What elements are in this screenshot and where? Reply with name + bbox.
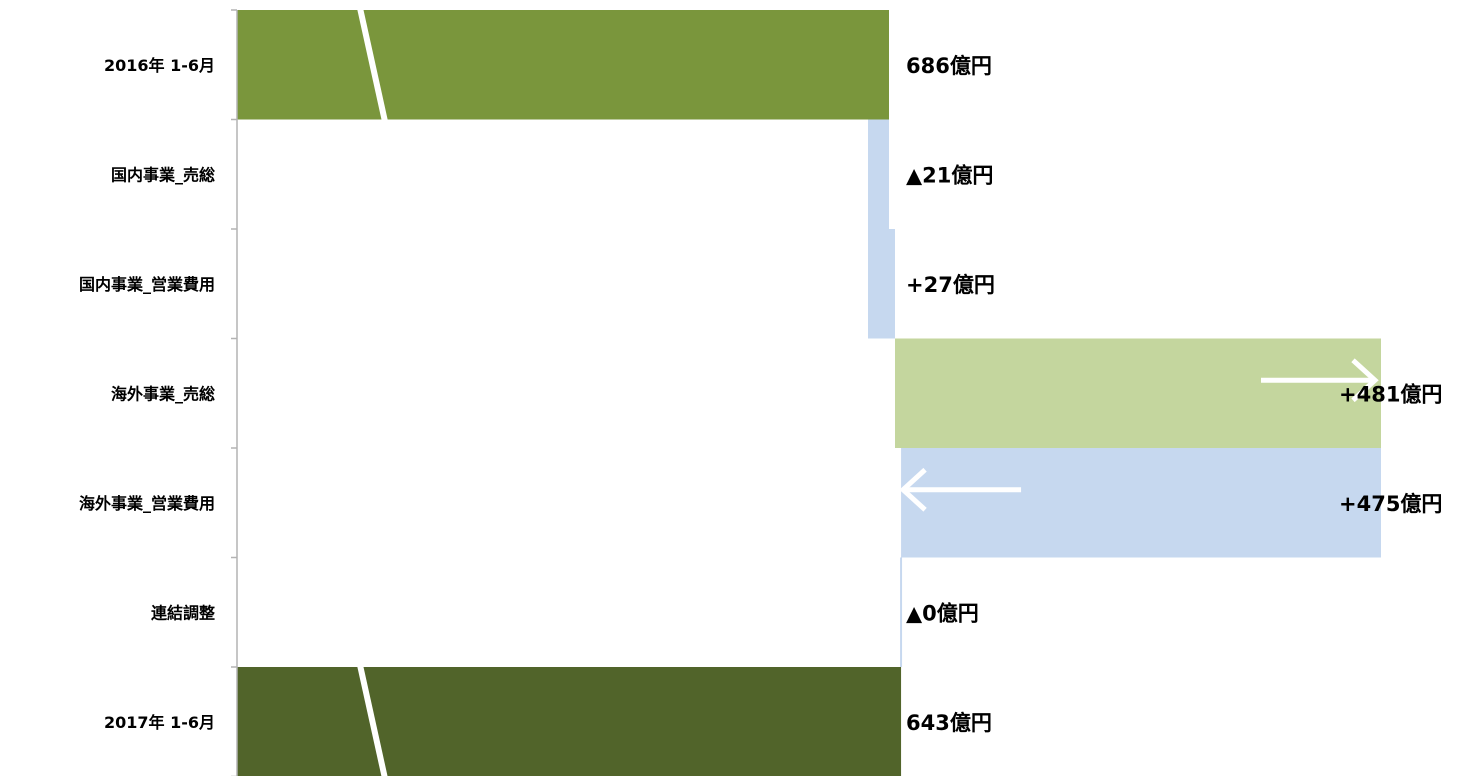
bar-0	[237, 10, 889, 120]
bar-1	[868, 119, 889, 229]
value-label: ▲21億円	[906, 163, 993, 187]
value-label: +481億円	[1339, 382, 1442, 406]
category-label: 海外事業_売総	[111, 384, 215, 403]
value-label: 686億円	[906, 54, 992, 78]
value-labels: 686億円 ▲21億円 +27億円 +481億円 +475億円 ▲0億円 643億円	[906, 54, 1442, 735]
axis-break-mark	[357, 664, 388, 776]
value-label: 643億円	[906, 711, 992, 735]
category-label: 国内事業_売総	[111, 165, 215, 184]
category-label: 2016年 1-6月	[104, 56, 215, 75]
category-label: 2017年 1-6月	[104, 713, 215, 732]
category-labels: 2016年 1-6月国内事業_売総国内事業_営業費用海外事業_売総海外事業_営業…	[79, 56, 215, 732]
value-label: ▲0億円	[906, 601, 979, 625]
bar-2	[868, 229, 895, 339]
bars-layer	[237, 7, 1381, 776]
arrow-left-icon	[899, 467, 1022, 512]
bar-3	[895, 338, 1381, 448]
bar-4	[901, 448, 1381, 558]
value-label: +27億円	[906, 273, 995, 297]
bar-6	[237, 667, 902, 776]
arrow-right-icon	[1261, 358, 1379, 403]
category-label: 国内事業_営業費用	[79, 275, 215, 294]
category-label: 海外事業_営業費用	[79, 494, 215, 513]
axis-break-mark	[357, 7, 388, 123]
category-axis	[231, 9, 238, 776]
category-label: 連結調整	[151, 603, 215, 622]
value-label: +475億円	[1339, 492, 1442, 516]
